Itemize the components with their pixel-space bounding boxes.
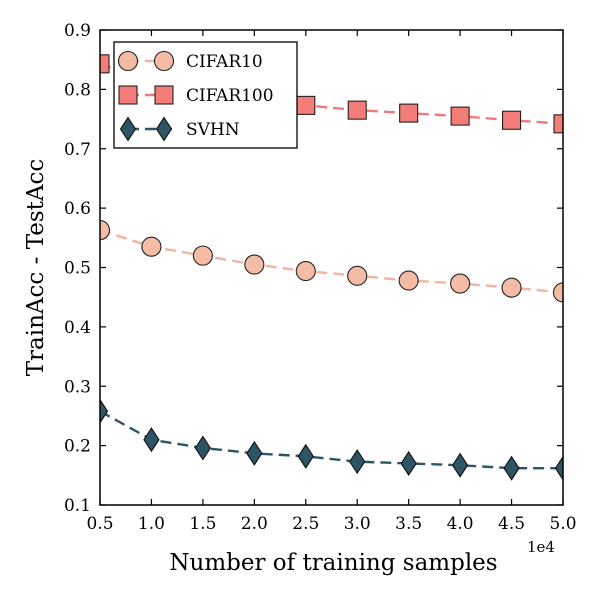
legend-label: CIFAR10 (186, 52, 263, 72)
x-tick-label: 2.5 (292, 514, 319, 534)
y-tick-label: 0.7 (64, 140, 91, 160)
y-tick-label: 0.5 (64, 259, 91, 279)
data-point (297, 443, 314, 469)
data-point (192, 245, 213, 266)
series-cifar10 (100, 220, 563, 303)
data-point (400, 450, 417, 476)
legend-marker (155, 116, 173, 142)
y-tick-label: 0.3 (64, 377, 91, 397)
y-tick-label: 0.2 (64, 437, 91, 457)
series-svhn (100, 398, 563, 481)
data-point (141, 236, 162, 257)
legend-marker (119, 116, 137, 142)
data-point (295, 261, 316, 282)
series-line (100, 410, 563, 470)
legend-box (113, 41, 298, 149)
data-point (501, 277, 522, 298)
y-tick-label: 0.9 (64, 21, 91, 41)
data-point (143, 427, 160, 453)
axis-ticks: 0.5 1.0 1.5 2.0 2.5 3.0 3.5 4.0 4.5 5.0 0.1 0.2 0.3 0… (64, 21, 577, 534)
data-point (450, 106, 470, 126)
data-point (100, 220, 111, 241)
series-line (100, 228, 563, 294)
data-point (100, 54, 110, 74)
legend-entry: CIFAR10 (117, 50, 263, 72)
data-point (554, 455, 563, 481)
x-tick-label: 4.5 (498, 514, 525, 534)
x-tick-label: 1.0 (138, 514, 165, 534)
series-line (100, 62, 563, 126)
data-point (399, 103, 419, 123)
data-point (246, 440, 263, 466)
x-axis-label: Number of training samples (169, 550, 497, 576)
x-tick-label: 5.0 (549, 514, 576, 534)
x-tick-label: 3.5 (395, 514, 422, 534)
data-point (553, 114, 563, 134)
x-tick-label: 0.5 (86, 514, 113, 534)
data-point (502, 110, 522, 130)
plot-frame (99, 29, 564, 506)
data-point (398, 270, 419, 291)
legend-label: CIFAR100 (186, 86, 274, 106)
x-axis-offset-label: 1e4 (527, 538, 555, 556)
x-tick-label: 2.0 (241, 514, 268, 534)
data-point (552, 282, 563, 303)
legend: CIFAR10 CIFAR100 SVHN (113, 41, 298, 149)
legend-marker (154, 85, 174, 105)
y-tick-label: 0.4 (64, 318, 91, 338)
data-point (244, 254, 265, 275)
y-tick-label: 0.8 (64, 80, 91, 100)
data-point (450, 273, 471, 294)
legend-entry: CIFAR100 (118, 85, 274, 106)
data-point (347, 100, 367, 120)
x-tick-label: 3.0 (344, 514, 371, 534)
data-point (349, 449, 366, 475)
data-point (296, 95, 316, 115)
x-tick-label: 4.0 (447, 514, 474, 534)
data-point (194, 435, 212, 461)
legend-marker (118, 85, 138, 105)
y-tick-label: 0.6 (64, 199, 91, 219)
data-point (347, 265, 368, 286)
y-axis-label: TrainAcc - TestAcc (23, 159, 49, 377)
data-point (451, 452, 469, 478)
data-point (100, 398, 109, 424)
legend-label: SVHN (186, 120, 240, 140)
legend-marker (153, 50, 175, 72)
legend-entry: SVHN (119, 116, 240, 142)
data-point (503, 455, 520, 481)
x-tick-label: 1.5 (189, 514, 216, 534)
y-tick-label: 0.1 (64, 496, 91, 516)
legend-marker (117, 50, 139, 72)
